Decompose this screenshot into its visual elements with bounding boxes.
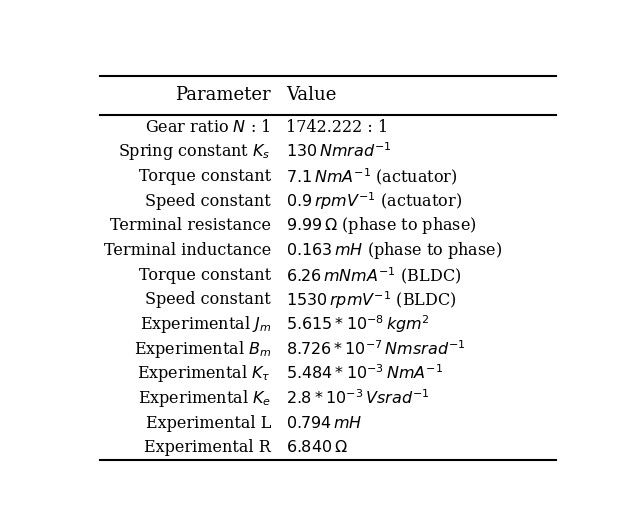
Text: Experimental R: Experimental R xyxy=(144,440,271,457)
Text: Speed constant: Speed constant xyxy=(145,292,271,309)
Text: 1742.222 : 1: 1742.222 : 1 xyxy=(286,118,388,135)
Text: Experimental $K_{\tau}$: Experimental $K_{\tau}$ xyxy=(138,363,271,384)
Text: $5.484 * 10^{-3}\,NmA^{-1}$: $5.484 * 10^{-3}\,NmA^{-1}$ xyxy=(286,365,443,383)
Text: $0.794\,mH$: $0.794\,mH$ xyxy=(286,415,362,432)
Text: $8.726 * 10^{-7}\,Nmsrad^{-1}$: $8.726 * 10^{-7}\,Nmsrad^{-1}$ xyxy=(286,340,466,358)
Text: Torque constant: Torque constant xyxy=(139,267,271,284)
Text: Value: Value xyxy=(286,87,336,105)
Text: $6.26\,mNmA^{-1}$ (BLDC): $6.26\,mNmA^{-1}$ (BLDC) xyxy=(286,265,461,286)
Text: Speed constant: Speed constant xyxy=(145,193,271,210)
Text: $7.1\,NmA^{-1}$ (actuator): $7.1\,NmA^{-1}$ (actuator) xyxy=(286,166,458,187)
Text: $6.840\,\Omega$: $6.840\,\Omega$ xyxy=(286,440,348,457)
Text: $2.8 * 10^{-3}\,Vsrad^{-1}$: $2.8 * 10^{-3}\,Vsrad^{-1}$ xyxy=(286,389,429,408)
Text: $1530\,rpmV^{-1}$ (BLDC): $1530\,rpmV^{-1}$ (BLDC) xyxy=(286,289,456,311)
Text: Spring constant $K_s$: Spring constant $K_s$ xyxy=(118,142,271,162)
Text: $0.9\,rpmV^{-1}$ (actuator): $0.9\,rpmV^{-1}$ (actuator) xyxy=(286,190,462,212)
Text: $0.163\,mH$ (phase to phase): $0.163\,mH$ (phase to phase) xyxy=(286,240,502,261)
Text: $130\,Nmrad^{-1}$: $130\,Nmrad^{-1}$ xyxy=(286,142,392,161)
Text: $9.99\,\Omega$ (phase to phase): $9.99\,\Omega$ (phase to phase) xyxy=(286,216,476,236)
Text: Terminal inductance: Terminal inductance xyxy=(104,242,271,259)
Text: Terminal resistance: Terminal resistance xyxy=(110,217,271,234)
Text: Experimental L: Experimental L xyxy=(145,415,271,432)
Text: Parameter: Parameter xyxy=(175,87,271,105)
Text: Experimental $K_e$: Experimental $K_e$ xyxy=(138,388,271,409)
Text: Experimental $B_m$: Experimental $B_m$ xyxy=(134,339,271,360)
Text: Experimental $J_m$: Experimental $J_m$ xyxy=(140,314,271,335)
Text: Gear ratio $N$ : 1: Gear ratio $N$ : 1 xyxy=(145,118,271,135)
Text: $5.615 * 10^{-8}\,kgm^2$: $5.615 * 10^{-8}\,kgm^2$ xyxy=(286,314,429,336)
Text: Torque constant: Torque constant xyxy=(139,168,271,185)
